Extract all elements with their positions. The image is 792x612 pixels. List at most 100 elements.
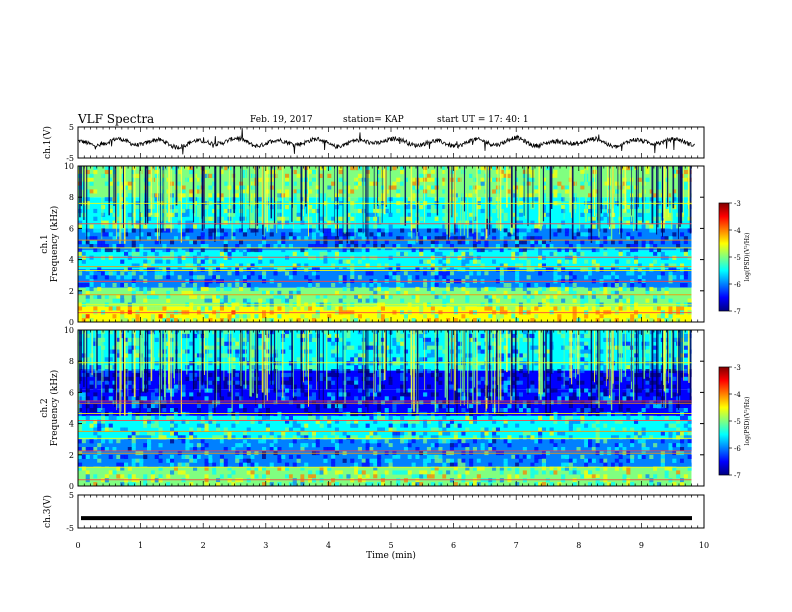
spectrum-cell xyxy=(154,330,159,335)
spectrum-cell xyxy=(196,208,201,214)
spectrum-cell xyxy=(649,267,654,272)
spectrum-cell xyxy=(85,240,90,245)
spectrum-cell xyxy=(246,333,251,339)
spectrum-cell xyxy=(388,271,393,276)
spectrum-cell xyxy=(434,314,439,319)
spectrum-cell xyxy=(419,369,424,374)
spectrum-cell xyxy=(319,228,324,233)
spectrum-cell xyxy=(346,232,351,237)
spectrum-cell xyxy=(143,263,148,268)
spectrum-cell xyxy=(492,216,497,221)
spectrum-cell xyxy=(653,337,658,342)
spectrum-cell xyxy=(315,290,320,295)
spectrum-cell xyxy=(423,244,428,249)
spectrum-cell xyxy=(426,259,431,264)
spectrum-cell xyxy=(108,349,113,354)
spectrum-cell xyxy=(480,330,485,335)
spectrum-cell xyxy=(377,205,382,210)
spectrum-cell xyxy=(411,177,416,182)
spectrum-cell xyxy=(189,169,194,175)
spectrum-cell xyxy=(269,384,274,389)
spectrum-cell xyxy=(357,232,362,237)
spectrum-cell xyxy=(591,263,596,268)
spectrum-cell xyxy=(327,341,332,346)
spectrum-cell xyxy=(81,314,86,319)
spectrum-cell xyxy=(449,275,454,280)
spectrum-cell xyxy=(304,216,309,221)
spectrum-cell xyxy=(630,212,635,217)
spectrum-cell xyxy=(557,251,562,256)
spectrum-cell xyxy=(196,181,201,186)
spectrum-cell xyxy=(357,290,362,295)
spectrum-cell xyxy=(235,396,240,401)
spectrum-cell xyxy=(120,294,125,299)
spectrum-cell xyxy=(265,365,270,370)
spectrum-cell xyxy=(338,294,343,299)
spectrum-cell xyxy=(235,267,240,272)
spectrum-cell xyxy=(242,361,247,366)
spectrum-cell xyxy=(124,263,129,268)
spectrum-cell xyxy=(357,247,362,253)
spectrum-cell xyxy=(603,173,608,178)
spectrum-cell xyxy=(377,185,382,190)
spectrum-cell xyxy=(277,392,282,397)
spectrum-cell xyxy=(392,275,397,280)
spectrum-cell xyxy=(78,396,83,401)
spectrum-cell xyxy=(649,259,654,264)
spectrum-cell xyxy=(461,185,466,190)
spectrum-cell xyxy=(239,384,244,389)
spectrum-cell xyxy=(81,240,86,245)
spectrum-cell xyxy=(235,271,240,276)
spectrum-cell xyxy=(369,396,374,401)
spectrum-cell xyxy=(104,357,109,362)
spectrum-cell xyxy=(296,177,301,182)
spectrum-cell xyxy=(315,189,320,194)
spectrum-cell xyxy=(177,220,182,225)
spectrum-cell xyxy=(434,283,439,288)
spectrum-cell xyxy=(124,306,129,311)
spectrum-cell xyxy=(580,298,585,303)
spectrum-cell xyxy=(492,220,497,225)
spectrum-cell xyxy=(637,314,642,319)
spectrum-cell xyxy=(515,251,520,256)
spectrum-cell xyxy=(518,240,523,245)
spectrum-cell xyxy=(377,361,382,366)
spectrum-cell xyxy=(173,388,178,393)
spectrum-cell xyxy=(672,345,677,350)
spectrum-cell xyxy=(614,345,619,350)
spectrum-cell xyxy=(108,337,113,342)
spectrum-cell xyxy=(446,298,451,303)
colorbar-tick-label: -6 xyxy=(734,445,741,453)
spectrum-cell xyxy=(185,247,190,253)
spectrum-cell xyxy=(265,341,270,346)
spectrum-cell xyxy=(85,271,90,276)
spectrum-cell xyxy=(342,267,347,272)
spectrum-cell xyxy=(135,251,140,256)
spectrum-cell xyxy=(285,330,290,335)
spectrum-cell xyxy=(515,396,520,401)
spectrum-cell xyxy=(93,369,98,374)
spectrum-cell xyxy=(518,392,523,397)
spectrum-cell xyxy=(250,286,255,292)
spectrum-cell xyxy=(426,236,431,241)
spectrum-cell xyxy=(327,216,332,221)
spectrum-cell xyxy=(78,388,83,393)
spectrum-cell xyxy=(319,353,324,358)
spectrum-cell xyxy=(434,236,439,241)
spectrum-cell xyxy=(534,193,539,198)
spectrum-cell xyxy=(311,189,316,194)
spectrum-cell xyxy=(338,240,343,245)
spectrum-cell xyxy=(442,275,447,280)
spectrum-cell xyxy=(81,283,86,288)
spectrum-cell xyxy=(530,224,535,229)
spectrum-cell xyxy=(112,244,117,249)
spectrum-cell xyxy=(124,372,129,378)
spectrum-cell xyxy=(630,185,635,190)
spectrum-cell xyxy=(273,228,278,233)
spectrum-cell xyxy=(522,251,527,256)
spectrum-cell xyxy=(377,177,382,182)
spectrum-cell xyxy=(488,337,493,342)
spectrum-cell xyxy=(611,392,616,397)
spectrum-cell xyxy=(281,294,286,299)
spectrum-cell xyxy=(380,228,385,233)
